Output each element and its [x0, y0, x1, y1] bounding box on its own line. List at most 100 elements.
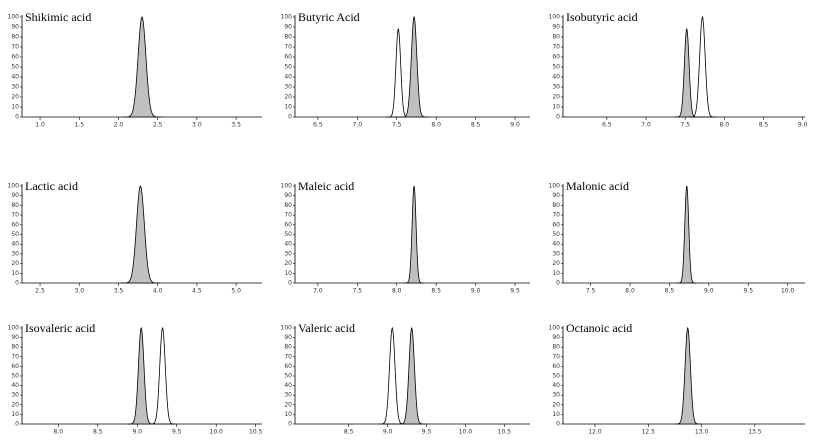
y-tick-label: 30 [552, 392, 560, 399]
x-tick-label: 9.0 [704, 288, 714, 295]
y-tick-label: 90 [552, 334, 560, 341]
peak [688, 15, 717, 118]
peak [404, 185, 424, 284]
y-tick-label: 90 [552, 192, 560, 199]
x-tick-label: 8.0 [625, 288, 635, 295]
x-tick-label: 9.5 [510, 288, 520, 295]
y-tick-label: 20 [11, 260, 19, 267]
x-tick-label: 2.5 [35, 288, 45, 295]
y-tick-label: 70 [284, 44, 292, 51]
peak [148, 326, 177, 425]
y-tick-label: 100 [281, 14, 293, 21]
y-tick-label: 20 [284, 94, 292, 101]
x-tick-label: 6.5 [313, 122, 323, 129]
x-tick-label: 13.0 [695, 429, 709, 436]
peak [122, 16, 162, 118]
y-tick-label: 60 [552, 221, 560, 228]
y-tick-label: 50 [11, 231, 19, 238]
y-tick-label: 0 [556, 280, 560, 287]
y-tick-label: 10 [11, 270, 19, 277]
x-tick-label: 9.5 [172, 429, 182, 436]
y-tick-label: 60 [11, 54, 19, 61]
peak [676, 185, 697, 284]
y-tick-label: 40 [552, 382, 560, 389]
y-tick-label: 60 [284, 363, 292, 370]
peak [400, 15, 428, 118]
y-tick-label: 30 [11, 250, 19, 257]
y-tick-label: 80 [552, 34, 560, 41]
x-tick-label: 8.0 [54, 429, 64, 436]
y-tick-label: 50 [284, 231, 292, 238]
y-tick-label: 100 [549, 183, 561, 190]
x-tick-label: 7.5 [392, 122, 402, 129]
x-tick-label: 9.5 [743, 288, 753, 295]
y-tick-label: 20 [552, 94, 560, 101]
x-tick-label: 3.0 [192, 122, 202, 129]
y-tick-label: 40 [284, 241, 292, 248]
y-tick-label: 20 [11, 94, 19, 101]
panel-title: Isobutyric acid [566, 10, 638, 24]
x-tick-label: 4.0 [153, 288, 163, 295]
panel-title: Butyric Acid [298, 10, 360, 24]
y-tick-label: 70 [11, 44, 19, 51]
panel-title: Shikimic acid [25, 10, 91, 24]
y-tick-label: 90 [11, 334, 19, 341]
y-tick-label: 90 [284, 24, 292, 31]
x-tick-label: 3.5 [231, 122, 241, 129]
x-tick-label: 9.0 [798, 122, 808, 129]
y-tick-label: 30 [552, 250, 560, 257]
x-tick-label: 7.5 [680, 122, 690, 129]
x-tick-label: 7.0 [353, 122, 363, 129]
y-tick-label: 30 [552, 84, 560, 91]
y-tick-label: 40 [11, 382, 19, 389]
x-tick-label: 8.5 [665, 288, 675, 295]
y-tick-label: 50 [11, 64, 19, 71]
y-tick-label: 90 [552, 24, 560, 31]
y-tick-label: 90 [11, 24, 19, 31]
y-tick-label: 50 [552, 231, 560, 238]
y-tick-label: 70 [552, 44, 560, 51]
x-tick-label: 7.0 [641, 122, 651, 129]
x-tick-label: 9.0 [383, 429, 393, 436]
y-tick-label: 60 [11, 363, 19, 370]
x-tick-label: 3.5 [114, 288, 124, 295]
y-tick-label: 40 [11, 74, 19, 81]
y-tick-label: 80 [11, 34, 19, 41]
y-tick-label: 70 [11, 212, 19, 219]
y-tick-label: 0 [15, 421, 19, 428]
y-tick-label: 80 [11, 202, 19, 209]
peak [674, 326, 702, 425]
y-tick-label: 70 [11, 353, 19, 360]
y-tick-label: 50 [11, 373, 19, 380]
y-tick-label: 40 [284, 382, 292, 389]
y-tick-label: 100 [8, 14, 20, 21]
x-tick-label: 1.5 [74, 122, 84, 129]
panel-title: Isovaleric acid [25, 321, 95, 335]
x-tick-label: 4.5 [192, 288, 202, 295]
x-tick-label: 13.5 [748, 429, 762, 436]
y-tick-label: 20 [552, 260, 560, 267]
y-tick-label: 0 [288, 114, 292, 121]
x-tick-label: 12.5 [642, 429, 656, 436]
y-tick-label: 80 [284, 202, 292, 209]
panel-title: Malonic acid [566, 179, 629, 193]
y-tick-label: 100 [549, 14, 561, 21]
x-tick-label: 2.0 [114, 122, 124, 129]
x-tick-label: 1.0 [35, 122, 45, 129]
y-tick-label: 0 [556, 114, 560, 121]
y-tick-label: 100 [281, 183, 293, 190]
y-tick-label: 10 [552, 411, 560, 418]
y-tick-label: 50 [284, 64, 292, 71]
y-tick-label: 100 [549, 325, 561, 332]
y-tick-label: 70 [284, 353, 292, 360]
y-tick-label: 10 [284, 104, 292, 111]
y-tick-label: 10 [552, 270, 560, 277]
x-tick-label: 8.0 [720, 122, 730, 129]
x-tick-label: 2.5 [153, 122, 163, 129]
x-tick-label: 7.5 [586, 288, 596, 295]
x-tick-label: 10.5 [249, 429, 263, 436]
y-tick-label: 10 [284, 411, 292, 418]
y-tick-label: 30 [11, 84, 19, 91]
y-tick-label: 60 [552, 54, 560, 61]
